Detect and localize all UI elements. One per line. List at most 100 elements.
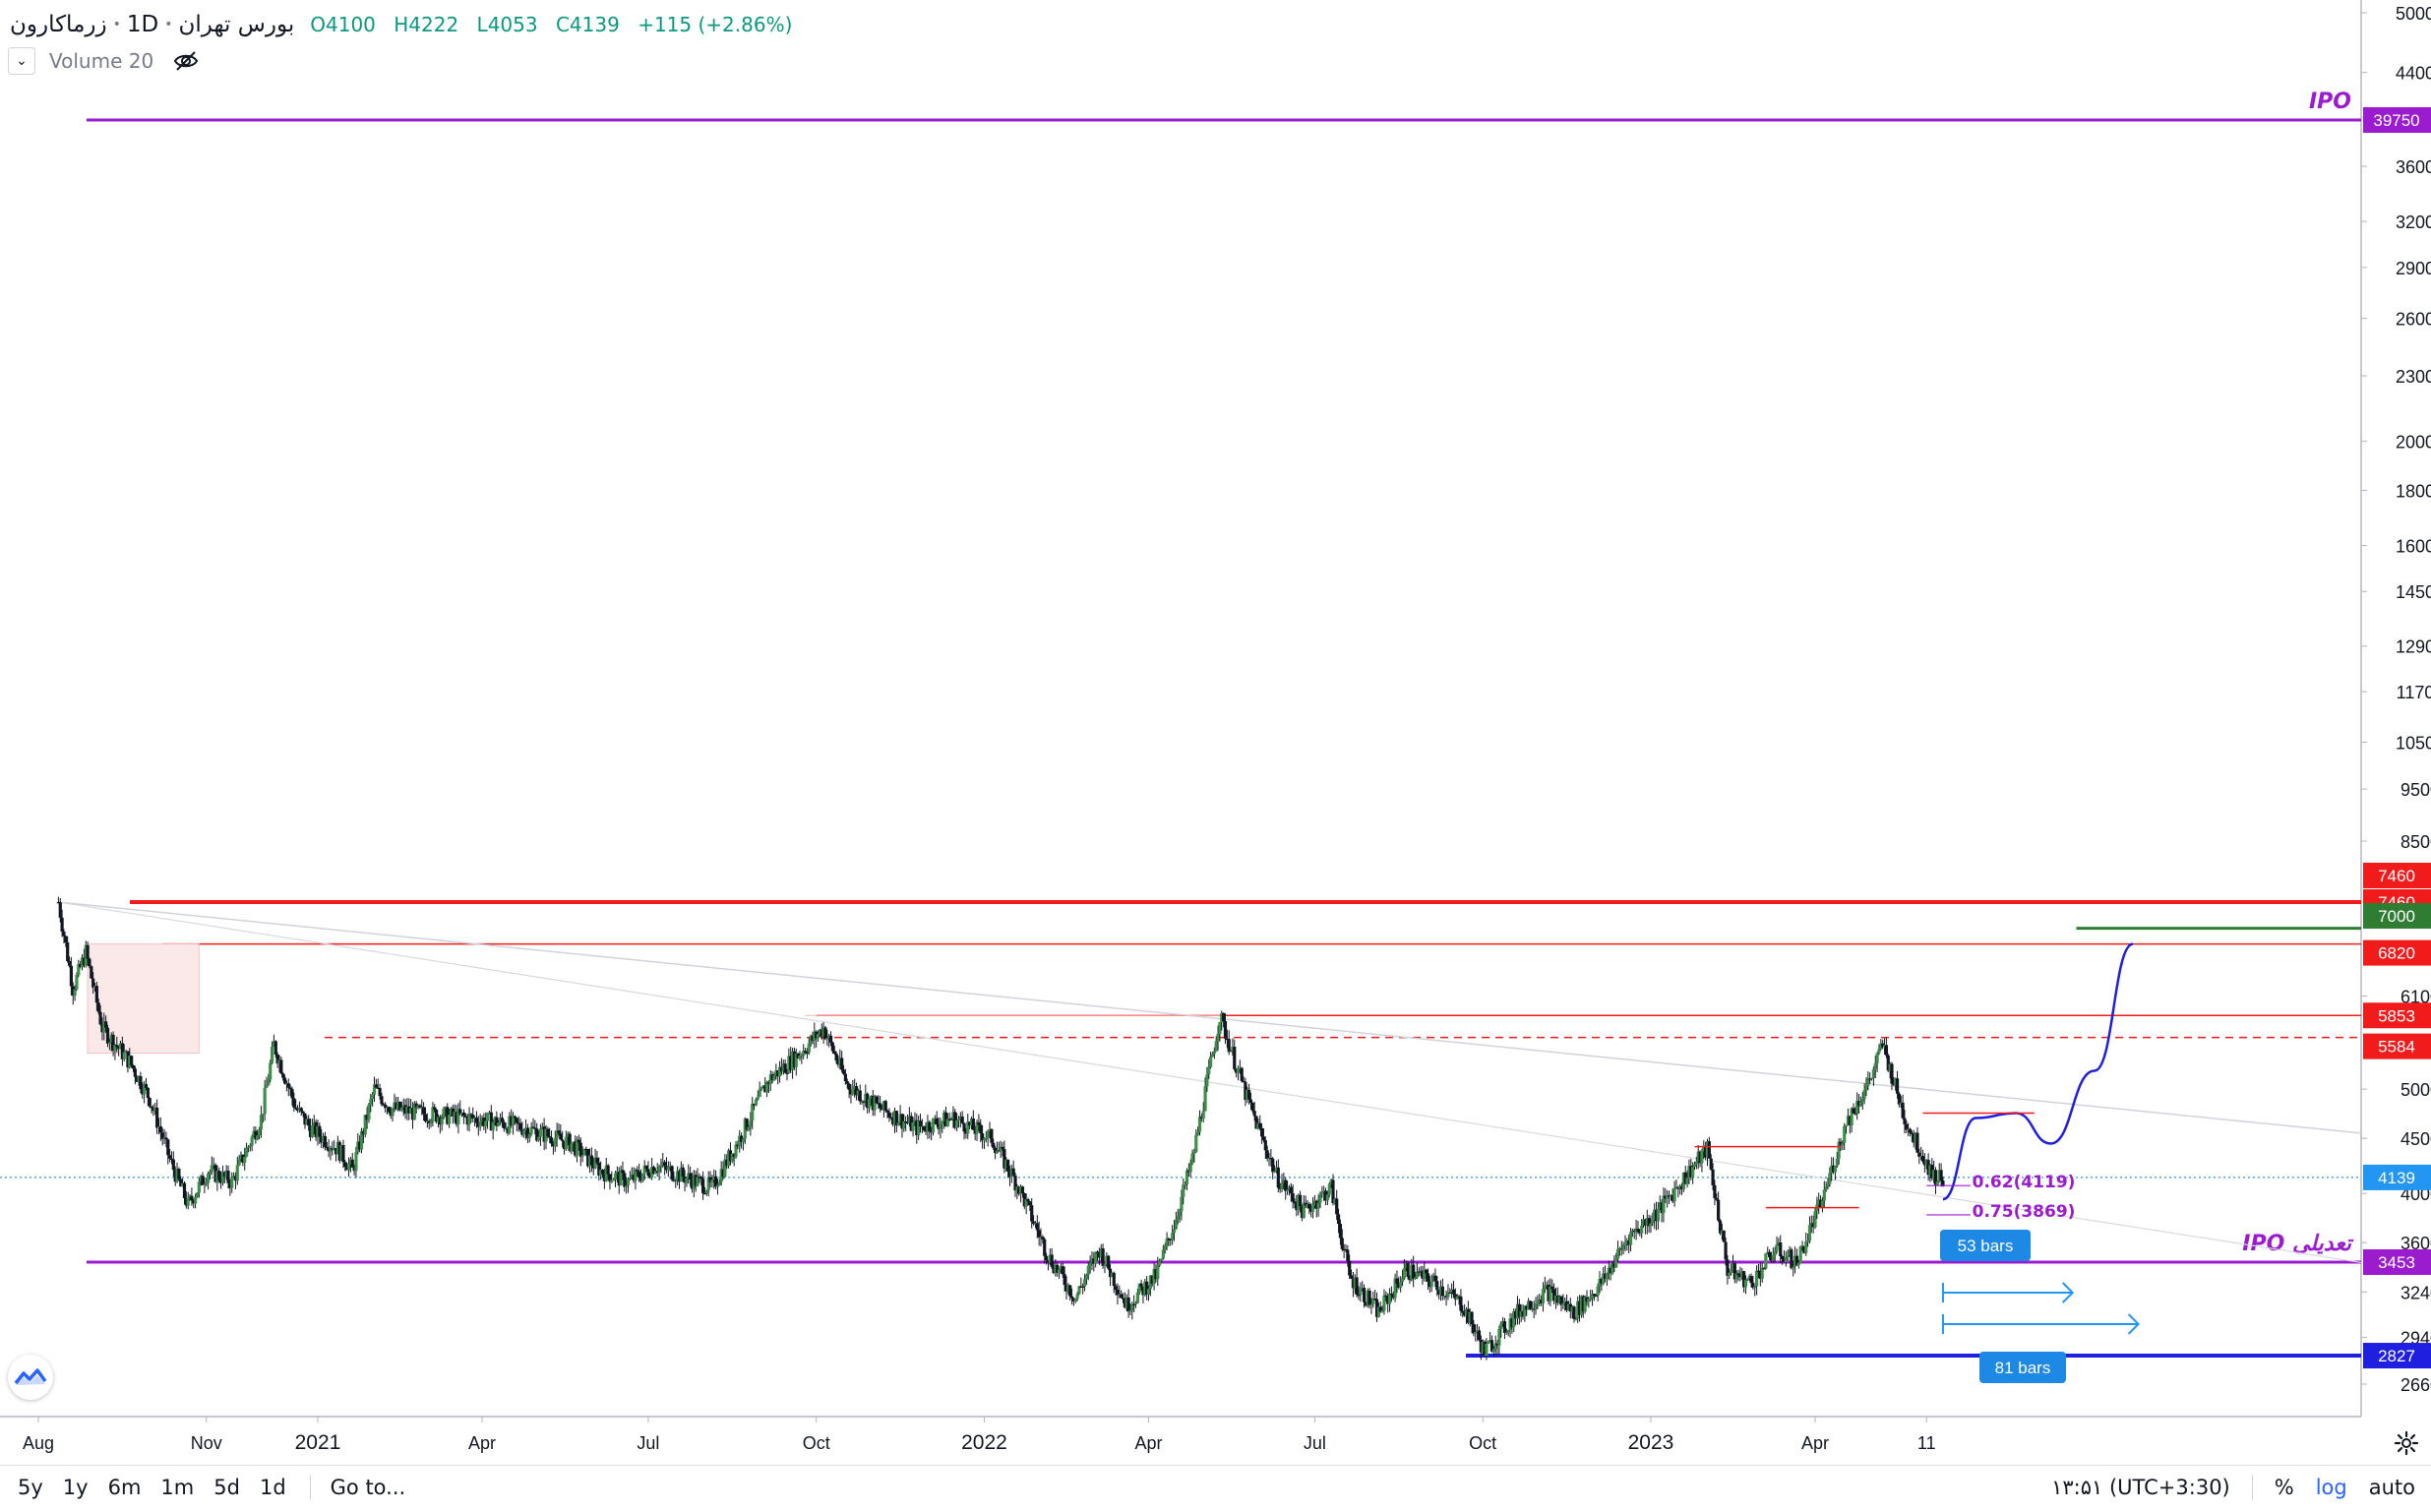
- eye-hidden-icon[interactable]: [171, 46, 201, 76]
- candle-body: [1561, 1302, 1565, 1305]
- candle-body: [1497, 1329, 1501, 1346]
- price-axis[interactable]: 5000044000400003600032000290002600023000…: [2361, 4, 2431, 1395]
- candle-body: [1227, 1039, 1231, 1053]
- candle-body: [1373, 1299, 1377, 1300]
- candle-body: [91, 978, 95, 988]
- candle-body: [1399, 1282, 1403, 1288]
- candle-body: [177, 1169, 181, 1179]
- settings-gear-icon[interactable]: [2394, 1430, 2419, 1456]
- candle-body: [702, 1192, 707, 1195]
- candle-body: [975, 1121, 979, 1134]
- candle-body: [410, 1108, 415, 1120]
- candle-body: [495, 1117, 499, 1126]
- goto-date-button[interactable]: Go to...: [330, 1476, 406, 1499]
- candle-body: [1740, 1271, 1744, 1278]
- candle-body: [1470, 1311, 1474, 1325]
- percent-scale-toggle[interactable]: %: [2274, 1476, 2294, 1499]
- range-1m-button[interactable]: 1m: [160, 1476, 195, 1499]
- range-5y-button[interactable]: 5y: [18, 1476, 43, 1499]
- candle-body: [1007, 1171, 1012, 1178]
- candle-body: [1502, 1321, 1507, 1333]
- candle-body: [1130, 1303, 1134, 1310]
- candle-body: [1568, 1303, 1572, 1312]
- candle-body: [1212, 1051, 1216, 1055]
- candle-body: [1477, 1330, 1482, 1340]
- candle-body: [1643, 1219, 1647, 1226]
- candle-body: [969, 1118, 974, 1126]
- candle-body: [316, 1125, 320, 1138]
- candle-body: [1811, 1223, 1815, 1228]
- candle-body: [1933, 1170, 1938, 1185]
- auto-scale-toggle[interactable]: auto: [2368, 1476, 2415, 1499]
- range-6m-button[interactable]: 6m: [107, 1476, 142, 1499]
- candle-body: [525, 1127, 530, 1138]
- candle-body: [365, 1115, 369, 1120]
- candle-body: [489, 1112, 493, 1131]
- candle-body: [1919, 1156, 1923, 1158]
- candle-body: [58, 902, 62, 918]
- candle-body: [1063, 1274, 1066, 1286]
- candle-body: [440, 1118, 444, 1125]
- range-1y-button[interactable]: 1y: [62, 1476, 89, 1499]
- candle-body: [1417, 1271, 1421, 1273]
- candle-body: [871, 1095, 875, 1111]
- candle-body: [1784, 1257, 1788, 1263]
- axis-price-badge-label: 4139: [2378, 1169, 2415, 1187]
- candle-body: [1732, 1263, 1736, 1280]
- candle-body: [1284, 1179, 1288, 1191]
- bar-count-badge: [1940, 1230, 2031, 1261]
- candle-body: [485, 1113, 490, 1121]
- axis-price-badge-label: 7000: [2378, 907, 2415, 926]
- candle-body: [230, 1177, 234, 1188]
- candle-body: [1244, 1081, 1247, 1101]
- collapse-chevron-icon[interactable]: ⌄: [8, 47, 35, 75]
- candle-body: [1120, 1294, 1124, 1299]
- candle-body: [1307, 1203, 1311, 1209]
- candle-body: [113, 1045, 117, 1052]
- volume-label[interactable]: Volume 20: [49, 49, 154, 73]
- candle-body: [964, 1131, 968, 1134]
- candle-body: [1835, 1158, 1839, 1167]
- candle-body: [1413, 1277, 1418, 1279]
- time-axis[interactable]: Aug Nov 2021 Apr Jul Oct 2022 Apr Jul Oct 2023 Apr 1…: [23, 1417, 1936, 1454]
- candle-body: [1438, 1286, 1443, 1295]
- candle-body: [1252, 1111, 1256, 1117]
- candle-body: [761, 1085, 765, 1089]
- candle-body: [397, 1102, 402, 1111]
- bar-count-badge: [1979, 1352, 2066, 1383]
- candle-body: [728, 1150, 733, 1162]
- time-tick-label: 2022: [961, 1431, 1007, 1454]
- candle-body: [1329, 1179, 1333, 1184]
- candle-body: [334, 1147, 338, 1155]
- candle-body: [1353, 1277, 1357, 1289]
- candle-body: [1323, 1190, 1328, 1201]
- candle-body: [250, 1136, 254, 1146]
- clock-timezone[interactable]: ۱۳:۵۱ (UTC+3:30): [2051, 1476, 2230, 1499]
- candle-body: [1044, 1255, 1049, 1261]
- projection-curve: [1942, 942, 2134, 1201]
- candle-body: [619, 1170, 623, 1186]
- range-5d-button[interactable]: 5d: [213, 1476, 240, 1499]
- candle-body: [1361, 1288, 1365, 1290]
- interval-label[interactable]: 1D: [126, 12, 159, 37]
- price-tick-label: 26000: [2396, 310, 2431, 330]
- candle-body: [790, 1051, 795, 1070]
- range-1d-button[interactable]: 1d: [259, 1476, 286, 1499]
- axis-price-badge: [2363, 1033, 2431, 1059]
- candle-body: [1709, 1158, 1713, 1170]
- symbol-name[interactable]: زرماکارون: [10, 12, 107, 37]
- candle-body: [354, 1152, 358, 1172]
- candle-body: [553, 1138, 557, 1147]
- candle-body: [634, 1170, 638, 1181]
- candle-body: [1718, 1220, 1723, 1234]
- log-scale-toggle[interactable]: log: [2315, 1476, 2347, 1499]
- candle-body: [606, 1165, 610, 1175]
- time-tick-label: Jul: [637, 1433, 659, 1453]
- candle-body: [1133, 1302, 1138, 1304]
- candle-body: [168, 1155, 172, 1159]
- candle-body: [1886, 1055, 1890, 1071]
- candle-body: [1302, 1202, 1306, 1218]
- tradingview-logo-icon[interactable]: [8, 1355, 53, 1400]
